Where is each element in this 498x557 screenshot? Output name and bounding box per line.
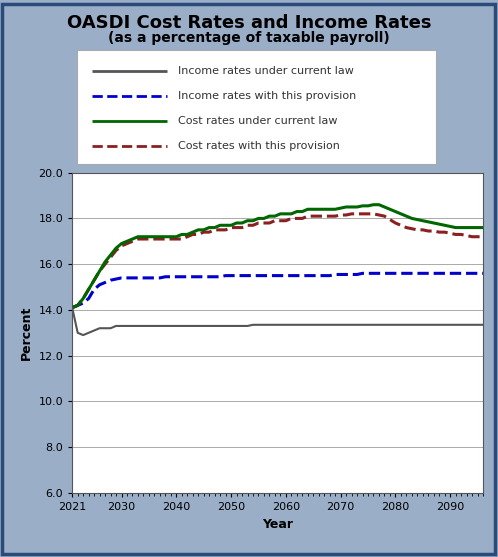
Text: Cost rates with this provision: Cost rates with this provision [178, 141, 340, 151]
Text: (as a percentage of taxable payroll): (as a percentage of taxable payroll) [108, 31, 390, 45]
Y-axis label: Percent: Percent [20, 306, 33, 360]
Text: Income rates with this provision: Income rates with this provision [178, 91, 356, 101]
Text: Income rates under current law: Income rates under current law [178, 66, 354, 76]
Text: OASDI Cost Rates and Income Rates: OASDI Cost Rates and Income Rates [67, 14, 431, 32]
Text: Cost rates under current law: Cost rates under current law [178, 116, 337, 126]
X-axis label: Year: Year [262, 517, 293, 530]
